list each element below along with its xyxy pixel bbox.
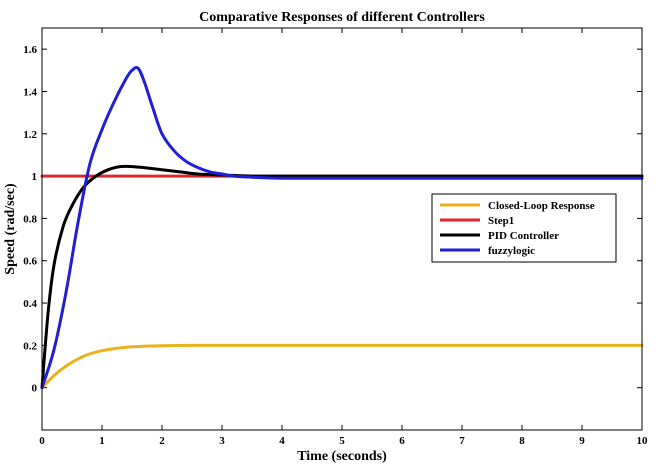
x-axis-label: Time (seconds) (297, 449, 387, 464)
x-tick-label: 9 (579, 435, 585, 447)
series-line-fuzzylogic (40, 66, 644, 390)
y-tick-label: 0 (32, 383, 38, 395)
y-tick-label: 1 (32, 171, 38, 183)
x-tick-label: 5 (339, 435, 345, 447)
x-tick-label: 6 (399, 435, 405, 447)
y-tick-label: 0.4 (23, 298, 37, 310)
legend-label-step1: Step1 (488, 215, 514, 227)
series-line-closed-loop-response (40, 343, 644, 390)
y-axis-label: Speed (rad/sec) (3, 183, 18, 275)
x-tick-label: 10 (637, 435, 649, 447)
y-tick-label: 0.6 (23, 256, 37, 268)
x-tick-label: 0 (39, 435, 45, 447)
y-tick-label: 1.2 (23, 129, 37, 141)
y-tick-label: 1.6 (23, 44, 37, 56)
legend-label-closed-loop-response: Closed-Loop Response (488, 200, 595, 212)
x-tick-label: 1 (99, 435, 105, 447)
x-tick-label: 3 (219, 435, 225, 447)
y-tick-label: 1.4 (23, 86, 37, 98)
legend-label-pid-controller: PID Controller (488, 230, 559, 242)
x-tick-label: 7 (459, 435, 465, 447)
plot-frame (41, 27, 643, 431)
legend-label-fuzzylogic: fuzzylogic (488, 245, 535, 257)
series-line-pid-controller (40, 164, 644, 390)
y-tick-label: 0.8 (23, 213, 37, 225)
y-tick-label: 0.2 (23, 340, 37, 352)
x-tick-label: 8 (519, 435, 525, 447)
legend: Closed-Loop Response Step1 PID Controller f… (431, 193, 617, 263)
x-tick-label: 4 (279, 435, 285, 447)
x-tick-label: 2 (159, 435, 165, 447)
chart-title: Comparative Responses of different Contr… (199, 10, 485, 25)
